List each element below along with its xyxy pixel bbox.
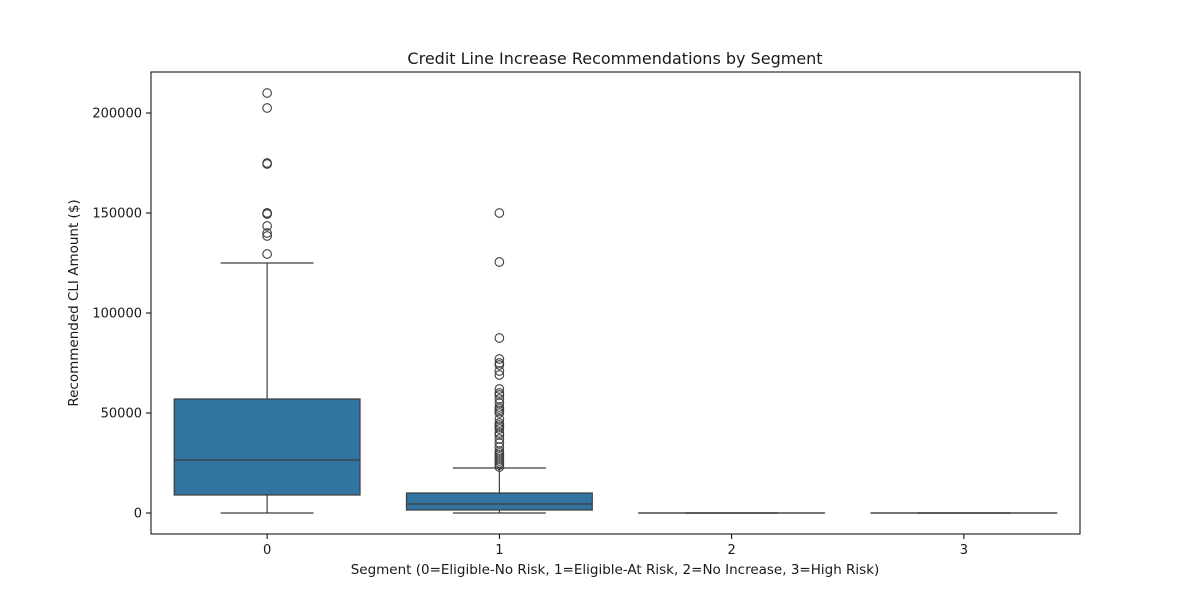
outlier-point bbox=[262, 158, 272, 168]
box-iqr bbox=[173, 398, 361, 496]
outlier-point bbox=[494, 358, 505, 368]
box-iqr bbox=[405, 492, 593, 511]
plot-area: 0 50000 100000 150000 200000 0 1 2 3 bbox=[92, 71, 1081, 558]
chart-title: Credit Line Increase Recommendations by … bbox=[407, 49, 822, 68]
outlier-point bbox=[494, 257, 505, 267]
outlier-point bbox=[494, 366, 505, 376]
outlier-point bbox=[494, 333, 505, 343]
outlier-point bbox=[262, 88, 272, 98]
y-tick-label: 200000 bbox=[92, 107, 142, 122]
y-axis-label: Recommended CLI Amount ($) bbox=[66, 199, 82, 406]
x-axis-label: Segment (0=Eligible-No Risk, 1=Eligible-… bbox=[351, 562, 880, 578]
outlier-point bbox=[494, 402, 505, 412]
outlier-point bbox=[494, 398, 505, 408]
outlier-point bbox=[262, 249, 272, 259]
y-tick-label: 50000 bbox=[101, 407, 142, 422]
y-tick-label: 150000 bbox=[92, 207, 142, 222]
x-tick-label: 0 bbox=[263, 543, 271, 558]
outlier-point bbox=[494, 438, 505, 448]
outlier-point bbox=[494, 208, 505, 218]
y-tick-label: 100000 bbox=[92, 307, 142, 322]
x-tick-label: 2 bbox=[727, 543, 735, 558]
outlier-point bbox=[494, 384, 505, 394]
outlier-point bbox=[494, 388, 505, 398]
outlier-point bbox=[494, 428, 505, 438]
outlier-point bbox=[494, 442, 505, 452]
outlier-point bbox=[262, 231, 272, 241]
outlier-point bbox=[262, 228, 272, 238]
outlier-point bbox=[494, 446, 505, 456]
outlier-point bbox=[494, 394, 505, 404]
outlier-point bbox=[494, 354, 505, 364]
plot-frame bbox=[150, 71, 1081, 535]
x-tick-label: 3 bbox=[960, 543, 968, 558]
outlier-point bbox=[494, 370, 505, 380]
outlier-point bbox=[494, 418, 505, 428]
outlier-point bbox=[262, 221, 272, 231]
x-tick-label: 1 bbox=[495, 543, 503, 558]
y-tick-label: 0 bbox=[134, 507, 142, 522]
outlier-point bbox=[494, 434, 505, 444]
outlier-point bbox=[262, 208, 272, 218]
outlier-point bbox=[262, 103, 272, 113]
outlier-point bbox=[494, 414, 505, 424]
